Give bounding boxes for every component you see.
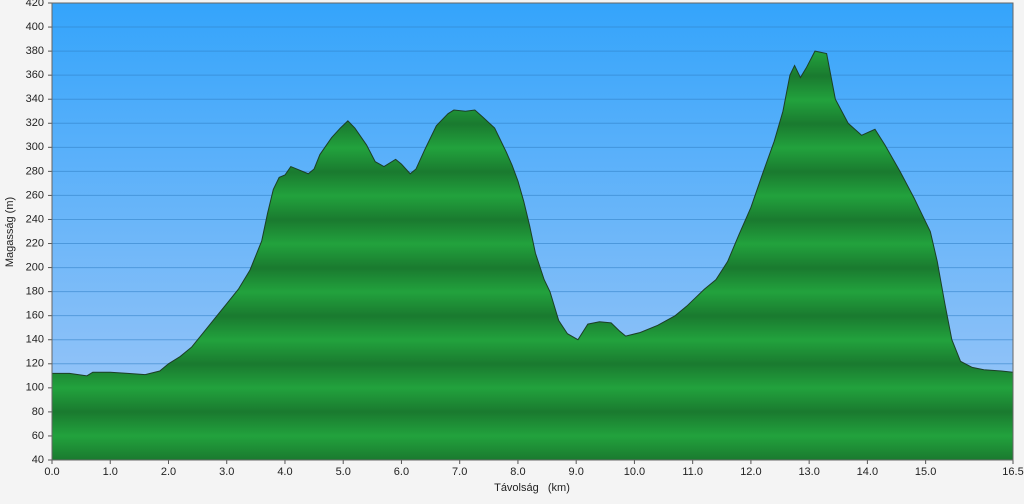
x-tick-label: 8.0 <box>510 466 525 478</box>
y-tick-label: 400 <box>26 21 44 33</box>
x-tick-label: 9.0 <box>569 466 584 478</box>
x-tick-label: 2.0 <box>161 466 176 478</box>
x-tick-label: 5.0 <box>336 466 351 478</box>
y-tick-label: 80 <box>32 406 44 418</box>
x-tick-label: 4.0 <box>277 466 292 478</box>
y-tick-label: 180 <box>26 286 44 298</box>
x-tick-label: 13.0 <box>798 466 819 478</box>
axes: 40 60 80 100 120 140 160 180 200 220 240 260 280 300 3… <box>26 0 1024 478</box>
x-tick-label: 6.0 <box>394 466 409 478</box>
y-tick-label: 340 <box>26 93 44 105</box>
y-tick-label: 160 <box>26 310 44 322</box>
x-tick-label: 0.0 <box>44 466 59 478</box>
x-tick-label: 1.0 <box>103 466 118 478</box>
x-tick-label: 3.0 <box>219 466 234 478</box>
y-tick-label: 420 <box>26 0 44 9</box>
y-tick-label: 280 <box>26 165 44 177</box>
y-tick-label: 140 <box>26 334 44 346</box>
y-tick-label: 360 <box>26 69 44 81</box>
y-tick-label: 240 <box>26 213 44 225</box>
y-tick-label: 200 <box>26 261 44 273</box>
y-tick-label: 60 <box>32 430 44 442</box>
x-tick-label: 11.0 <box>682 466 703 478</box>
x-tick-label: 15.0 <box>915 466 936 478</box>
x-tick-label: 12.0 <box>740 466 761 478</box>
x-tick-label: 7.0 <box>452 466 467 478</box>
x-tick-label: 10.0 <box>624 466 645 478</box>
y-tick-label: 120 <box>26 358 44 370</box>
y-tick-label: 100 <box>26 382 44 394</box>
y-tick-label: 40 <box>32 454 44 466</box>
y-tick-label: 320 <box>26 117 44 129</box>
plot-border <box>51 2 1014 461</box>
y-tick-label: 300 <box>26 141 44 153</box>
x-tick-label: 16.5 <box>1002 466 1023 478</box>
elevation-area <box>52 51 1013 461</box>
y-axis-title: Magasság (m) <box>4 197 16 267</box>
y-tick-label: 260 <box>26 189 44 201</box>
marks <box>52 50 1014 461</box>
elevation-line <box>52 50 1014 377</box>
y-tick-label: 220 <box>26 237 44 249</box>
x-tick-label: 14.0 <box>857 466 878 478</box>
y-tick-label: 380 <box>26 45 44 57</box>
x-axis-title: Távolság (km) <box>494 482 570 494</box>
